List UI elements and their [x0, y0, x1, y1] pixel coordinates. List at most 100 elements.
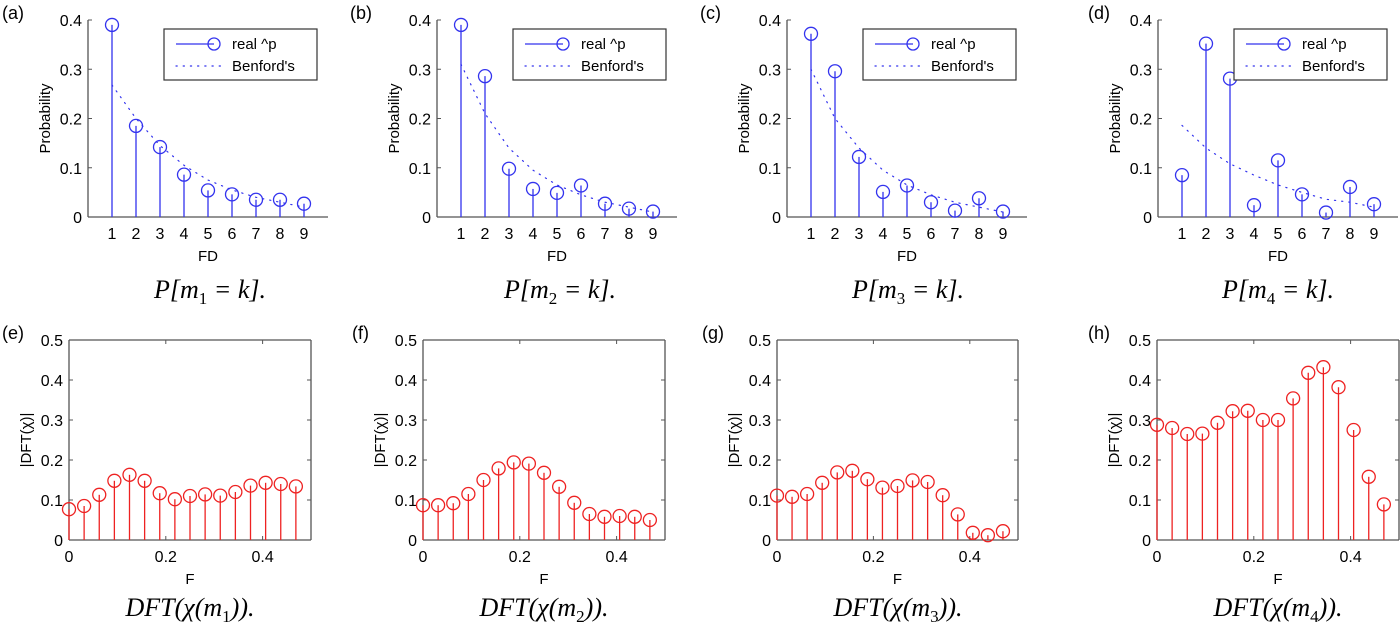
panel-caption: DFT(χ(m3)).: [833, 593, 963, 626]
y-tick-label: 0.2: [759, 112, 781, 129]
stem-marker: [197, 487, 213, 502]
stem-marker: [1210, 415, 1225, 430]
y-axis-label: Probability: [1107, 83, 1124, 154]
x-tick-label: 2: [831, 226, 840, 243]
stem-marker: [582, 506, 597, 522]
y-axis-label: |DFT(χ)|: [372, 413, 389, 468]
caption-tail: = k].: [207, 275, 266, 304]
stem-marker: [920, 474, 935, 490]
stem-marker: [453, 17, 469, 33]
legend-box: [862, 28, 1017, 81]
stem-marker: [965, 525, 980, 540]
legend-real-label: real ^p: [931, 36, 976, 53]
legend-real-label: real ^p: [1302, 36, 1347, 53]
x-tick-label: 7: [1322, 226, 1331, 243]
stem-marker: [769, 488, 785, 503]
legend-real-marker: [556, 37, 570, 51]
legend-benford-label: Benford's: [1302, 58, 1365, 75]
stem-marker: [567, 495, 582, 510]
x-tick-label: 9: [649, 226, 658, 243]
y-tick-label: 0.4: [759, 13, 781, 30]
x-tick-label: 6: [228, 226, 237, 243]
stem-marker: [525, 181, 541, 197]
y-axis-label: Probability: [386, 83, 403, 154]
stem-marker: [1174, 167, 1190, 183]
legend-benford-label: Benford's: [931, 58, 994, 75]
caption-subscript: 2: [576, 607, 585, 626]
y-tick-label: 0.1: [41, 493, 63, 510]
x-tick-label: 9: [1370, 226, 1379, 243]
stem-marker: [152, 139, 168, 155]
stem-marker: [167, 492, 183, 507]
x-tick-label: 3: [156, 226, 165, 243]
legend-real-marker: [1277, 37, 1291, 51]
legend-box: [1233, 28, 1388, 81]
legend: real ^p Benford's: [512, 28, 667, 81]
stem-marker: [228, 484, 243, 500]
stem-marker: [875, 184, 891, 200]
stem-marker: [1198, 36, 1214, 51]
y-tick-label: 0.3: [395, 413, 417, 430]
stem-marker: [642, 512, 658, 528]
y-tick-label: 0.2: [1130, 112, 1152, 129]
legend-real-label: real ^p: [581, 36, 626, 53]
stem-marker: [815, 475, 830, 490]
legend-benford-label: Benford's: [581, 58, 644, 75]
stem-marker: [1270, 412, 1286, 428]
x-axis-label: FD: [198, 248, 218, 265]
panel-label: (d): [1088, 3, 1110, 23]
x-tick-label: 2: [132, 226, 141, 243]
panel-caption: P[m1 = k].: [153, 275, 266, 308]
stem-marker: [200, 183, 216, 198]
caption-main: P[m: [851, 275, 897, 304]
stem-marker: [1346, 422, 1361, 438]
stem-marker: [1366, 197, 1382, 212]
y-tick-label: 0: [1142, 533, 1151, 550]
stem-marker: [1149, 417, 1165, 432]
legend-real-marker: [207, 37, 221, 51]
stem-marker: [1180, 426, 1195, 442]
y-tick-label: 0.1: [749, 493, 771, 510]
caption-subscript: 2: [549, 289, 558, 308]
y-tick-label: 0.3: [60, 62, 82, 79]
x-tick-label: 5: [553, 226, 562, 243]
stem-marker: [224, 187, 240, 202]
x-tick-label: 0.2: [509, 549, 531, 566]
y-tick-label: 0.5: [749, 333, 771, 350]
stem-marker: [890, 478, 905, 494]
benford-line: [1181, 124, 1375, 208]
x-tick-label: 0: [419, 549, 428, 566]
stem-marker: [1294, 187, 1310, 202]
stem-marker: [243, 478, 258, 493]
y-tick-label: 0: [772, 210, 781, 227]
legend-box: [512, 28, 667, 81]
y-axis-label: Probability: [37, 83, 54, 154]
y-tick-label: 0.3: [759, 62, 781, 79]
stem-marker: [152, 486, 167, 501]
stem-marker: [980, 528, 996, 543]
y-tick-label: 0.2: [395, 453, 417, 470]
stem-marker: [573, 178, 589, 193]
caption-tail: )).: [937, 593, 963, 622]
x-tick-label: 2: [1202, 226, 1211, 243]
x-axis-label: F: [893, 571, 902, 588]
stem-marker: [104, 17, 120, 33]
y-tick-label: 0.1: [1130, 161, 1152, 178]
legend-real-label: real ^p: [232, 36, 277, 53]
x-tick-label: 4: [529, 226, 538, 243]
x-axis-label: F: [1273, 571, 1282, 588]
x-tick-label: 8: [975, 226, 984, 243]
stem-marker: [851, 149, 867, 165]
stem-marker: [536, 465, 552, 480]
chart-panel-a: 00.10.20.30.41 2 3 4 5 6 7 8 9FDProbability(a)re…: [2, 3, 328, 308]
x-tick-label: 8: [1346, 226, 1355, 243]
stem-marker: [950, 507, 965, 522]
panel-label: (h): [1088, 323, 1110, 343]
stem-marker: [549, 185, 565, 201]
y-tick-label: 0.5: [395, 333, 417, 350]
stem-marker: [627, 509, 642, 524]
legend: real ^p Benford's: [862, 28, 1017, 81]
stem-marker: [947, 203, 963, 218]
stem-marker: [107, 473, 122, 488]
